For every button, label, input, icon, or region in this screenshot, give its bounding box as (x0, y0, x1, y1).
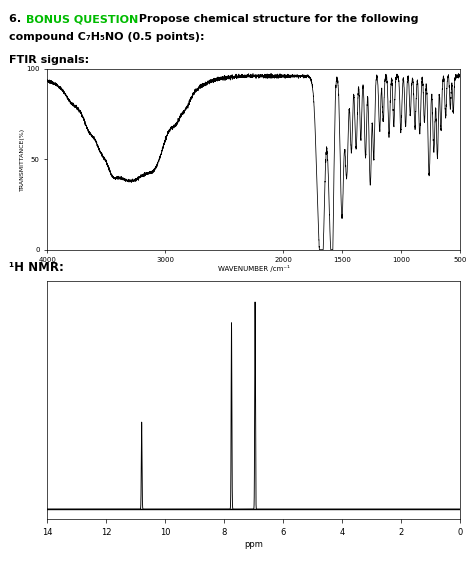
Text: BONUS QUESTION: BONUS QUESTION (26, 14, 138, 24)
Text: ¹H NMR:: ¹H NMR: (9, 261, 64, 274)
Text: FTIR signals:: FTIR signals: (9, 55, 90, 64)
Y-axis label: TRANSMITTANCE(%): TRANSMITTANCE(%) (20, 128, 25, 191)
Text: compound C₇H₅NO (0.5 points):: compound C₇H₅NO (0.5 points): (9, 32, 205, 41)
X-axis label: WAVENUMBER /cm⁻¹: WAVENUMBER /cm⁻¹ (218, 265, 290, 272)
Text: Propose chemical structure for the following: Propose chemical structure for the follo… (135, 14, 419, 24)
Text: 6.: 6. (9, 14, 26, 24)
X-axis label: ppm: ppm (244, 540, 263, 549)
